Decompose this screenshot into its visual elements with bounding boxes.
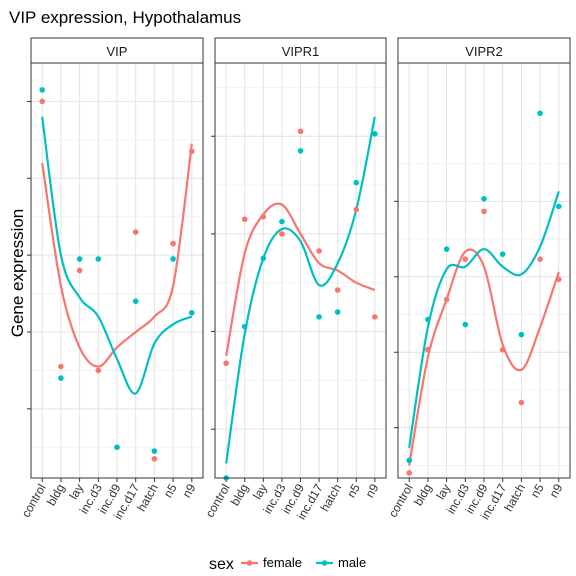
smooth-line-male bbox=[41, 116, 193, 395]
strip-label: VIPR1 bbox=[282, 44, 320, 59]
legend-label-male: male bbox=[338, 555, 366, 570]
data-point-female bbox=[241, 216, 248, 223]
data-point-male bbox=[537, 110, 543, 117]
data-point-female bbox=[95, 367, 102, 374]
x-tick-label: n9 bbox=[547, 481, 566, 500]
data-point-male bbox=[279, 218, 285, 225]
data-point-female bbox=[151, 455, 158, 462]
data-point-male bbox=[481, 196, 487, 202]
x-tick-label: n5 bbox=[528, 481, 547, 500]
data-point-male bbox=[297, 148, 304, 154]
data-point-male bbox=[406, 457, 413, 464]
chart-title: VIP expression, Hypothalamus bbox=[9, 8, 241, 27]
data-point-male bbox=[241, 323, 248, 330]
data-point-female bbox=[406, 470, 413, 476]
strip-label: VIPR2 bbox=[465, 44, 503, 59]
data-point-female bbox=[425, 346, 431, 353]
x-tick-label: lay bbox=[250, 482, 270, 502]
data-point-male bbox=[443, 246, 450, 252]
strip-background bbox=[215, 38, 386, 63]
x-tick-label: lay bbox=[66, 482, 86, 502]
smooth-line-male bbox=[225, 116, 376, 464]
data-point-female bbox=[462, 256, 469, 262]
strip-background bbox=[31, 38, 203, 63]
x-tick-label: bldg bbox=[44, 482, 67, 509]
data-point-female bbox=[443, 296, 450, 303]
panel-vip: VIPcontrolbldglayinc.d3inc.d9inc.d17hatc… bbox=[19, 37, 204, 522]
data-point-male bbox=[188, 309, 195, 316]
data-point-male bbox=[353, 179, 360, 186]
data-point-male bbox=[260, 255, 267, 262]
smooth-line-female bbox=[41, 143, 193, 368]
data-point-male bbox=[58, 375, 64, 381]
x-tick-label: n5 bbox=[344, 481, 363, 500]
y-axis-label: Gene expression bbox=[8, 209, 27, 338]
x-tick-label: bldg bbox=[411, 482, 434, 509]
data-point-male bbox=[151, 448, 158, 454]
data-point-female bbox=[58, 363, 64, 370]
data-point-male bbox=[132, 298, 139, 305]
data-point-female bbox=[353, 206, 360, 213]
data-point-male bbox=[39, 87, 46, 93]
data-point-female bbox=[499, 346, 506, 353]
data-point-female bbox=[334, 287, 341, 293]
data-point-female bbox=[188, 148, 195, 155]
data-point-male bbox=[462, 321, 469, 328]
smooth-line-male bbox=[408, 190, 560, 448]
panel-vipr1: VIPR1controlbldglayinc.d3inc.d9inc.d17ha… bbox=[203, 37, 387, 522]
data-point-male bbox=[114, 444, 120, 451]
x-tick-label: bldg bbox=[228, 482, 251, 509]
data-point-female bbox=[132, 229, 139, 235]
panels: VIPcontrolbldglayinc.d3inc.d9inc.d17hatc… bbox=[19, 37, 571, 522]
panel-vipr2: VIPR2controlbldglayinc.d3inc.d9inc.d17ha… bbox=[386, 37, 571, 522]
strip-border bbox=[30, 37, 204, 64]
legend-label-female: female bbox=[263, 555, 302, 570]
data-point-female bbox=[555, 276, 562, 283]
data-point-male bbox=[555, 203, 562, 210]
data-point-male bbox=[499, 251, 506, 257]
legend-title: sex bbox=[209, 556, 234, 573]
legend: sex female male bbox=[209, 555, 366, 573]
data-point-male bbox=[425, 316, 431, 323]
data-point-female bbox=[316, 248, 322, 254]
data-point-female bbox=[372, 314, 378, 320]
x-tick-label: n9 bbox=[180, 481, 199, 500]
data-point-female bbox=[260, 213, 267, 220]
smooth-line-female bbox=[408, 248, 560, 466]
smooth-line-female bbox=[225, 202, 376, 357]
data-point-male bbox=[95, 256, 102, 262]
data-point-female bbox=[279, 231, 285, 237]
x-tick-label: lay bbox=[433, 482, 453, 502]
data-point-female bbox=[537, 256, 543, 262]
data-point-female bbox=[76, 267, 83, 274]
legend-key-point-male bbox=[321, 560, 328, 566]
data-point-female bbox=[223, 360, 229, 367]
strip-label: VIP bbox=[107, 44, 128, 59]
data-point-female bbox=[39, 98, 46, 105]
data-point-male bbox=[76, 256, 83, 262]
data-point-female bbox=[170, 240, 176, 247]
data-point-female bbox=[297, 128, 304, 135]
strip-border bbox=[397, 37, 571, 64]
legend-key-point-female bbox=[246, 560, 253, 566]
strip-background bbox=[398, 38, 570, 63]
data-point-female bbox=[481, 208, 487, 215]
data-point-male bbox=[334, 309, 341, 315]
x-tick-label: n5 bbox=[161, 481, 180, 500]
data-point-male bbox=[316, 314, 322, 320]
data-point-male bbox=[518, 331, 525, 338]
data-point-male bbox=[170, 256, 176, 262]
data-point-male bbox=[372, 130, 378, 137]
data-point-female bbox=[518, 399, 525, 406]
x-tick-label: n9 bbox=[363, 481, 382, 500]
strip-border bbox=[214, 37, 387, 64]
